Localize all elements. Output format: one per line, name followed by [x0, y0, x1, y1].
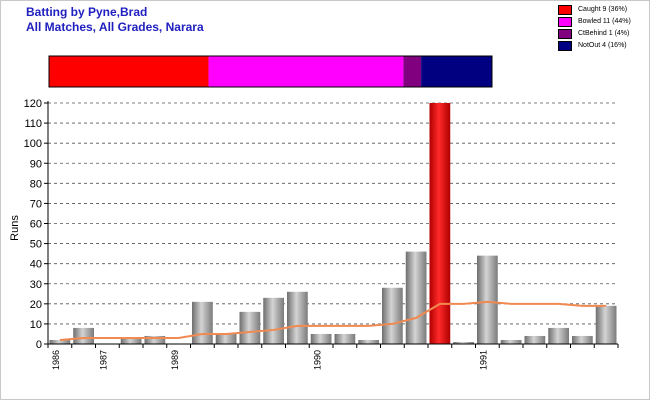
bar [192, 301, 213, 344]
y-tick-label: 40 [30, 259, 42, 271]
chart-title: Batting by Pyne,Brad [26, 5, 148, 19]
bar [215, 333, 237, 344]
bar [144, 335, 166, 344]
bar [524, 335, 546, 344]
average-line [59, 300, 607, 341]
bar [453, 341, 474, 344]
bar-highlight [429, 103, 451, 344]
y-tick-label: 10 [30, 319, 42, 331]
y-tick-label: 50 [30, 239, 42, 251]
x-tick-label: 1990 [312, 350, 322, 370]
legend-swatch [558, 16, 572, 27]
legend-label: CtBehind 1 (4%) [578, 30, 630, 37]
dismissal-segment-ctbehind [403, 56, 422, 87]
bar [595, 305, 617, 344]
dismissal-segment-notout [421, 56, 492, 87]
y-tick-label: 120 [24, 98, 42, 110]
bar [287, 291, 308, 344]
legend-item-ctbehind: CtBehind 1 (4%) [558, 28, 631, 39]
x-tick-label: 1986 [51, 350, 61, 370]
dismissal-segment-bowled [208, 56, 404, 87]
bar [49, 339, 71, 344]
legend: Caught 9 (36%) Bowled 11 (44%) CtBehind … [558, 4, 631, 52]
legend-item-bowled: Bowled 11 (44%) [558, 16, 631, 27]
bar [73, 327, 94, 344]
legend-label: Bowled 11 (44%) [578, 18, 631, 25]
x-tick-label: 1987 [99, 350, 109, 370]
bar [572, 335, 593, 344]
y-tick-label: 60 [30, 219, 42, 231]
bar [382, 287, 403, 344]
dismissal-segment-caught [49, 56, 209, 87]
x-tick-label: 1991 [479, 350, 489, 370]
bar [477, 255, 498, 344]
y-tick-label: 0 [36, 339, 42, 351]
legend-swatch [558, 4, 572, 15]
y-tick-label: 20 [30, 299, 42, 311]
y-tick-label: 90 [30, 158, 42, 170]
x-tick-label: 1989 [170, 350, 180, 370]
legend-swatch [558, 28, 572, 39]
bar [358, 339, 379, 344]
bar [548, 327, 569, 344]
y-tick-label: 70 [30, 198, 42, 210]
bar [239, 311, 261, 344]
legend-label: NotOut 4 (16%) [578, 42, 627, 49]
bar [310, 333, 332, 344]
y-tick-label: 30 [30, 279, 42, 291]
y-axis-label: Runs [9, 215, 21, 241]
bar [500, 339, 522, 344]
y-tick-label: 110 [24, 118, 42, 130]
bar [405, 251, 427, 344]
legend-item-notout: NotOut 4 (16%) [558, 40, 631, 51]
legend-swatch [558, 40, 572, 51]
y-tick-label: 80 [30, 178, 42, 190]
bar [120, 337, 142, 344]
y-tick-label: 100 [24, 138, 42, 150]
chart-subtitle: All Matches, All Grades, Narara [26, 20, 204, 34]
legend-item-caught: Caught 9 (36%) [558, 4, 631, 15]
legend-label: Caught 9 (36%) [578, 6, 628, 13]
bar [263, 297, 284, 344]
bar [334, 333, 356, 344]
dismissal-bar-border [48, 55, 493, 88]
